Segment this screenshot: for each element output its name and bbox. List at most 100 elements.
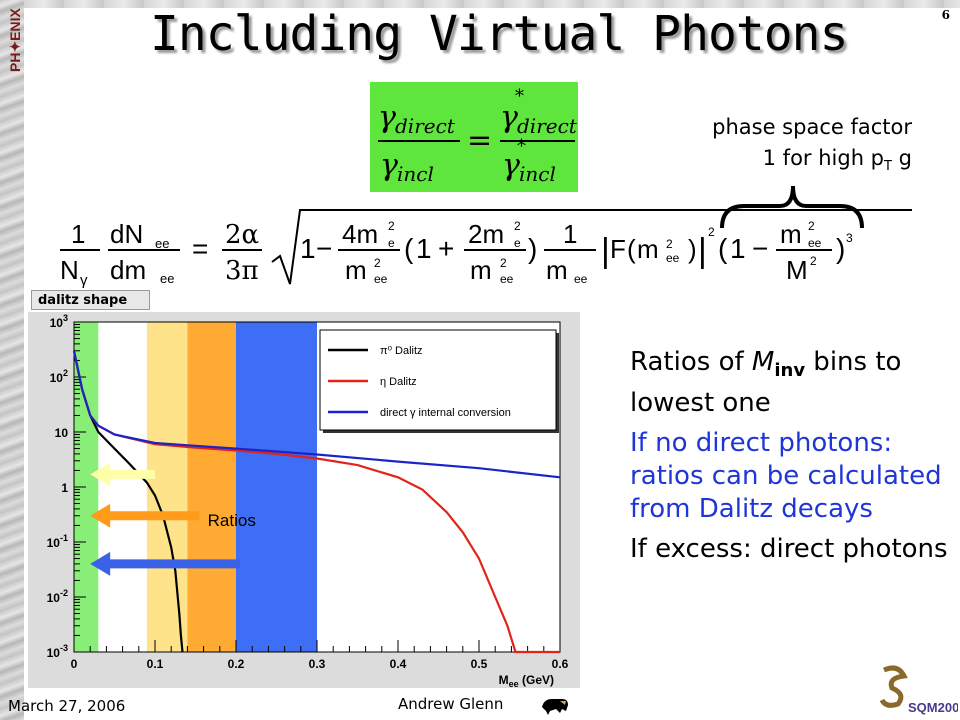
x-axis-label: Mee (GeV): [499, 673, 554, 688]
svg-text:2α: 2α: [225, 220, 259, 250]
series-line-2: [72, 350, 561, 479]
legend-label-1: η Dalitz: [380, 376, 417, 388]
rhs-denominator-sub: incl: [519, 162, 556, 186]
ratio-arrow-head-0: [90, 462, 111, 487]
x-tick-label-5: 0.5: [471, 657, 488, 671]
lhs-numerator: γ: [378, 100, 396, 135]
rhs-denominator-star: *: [517, 136, 526, 157]
footer-date: March 27, 2006: [8, 697, 126, 715]
phase-space-note: phase space factor 1 for high pT g: [600, 112, 912, 182]
svg-text:3: 3: [846, 231, 853, 245]
legend-label-2: direct γ internal conversion: [380, 407, 511, 419]
x-tick-label-4: 0.4: [390, 657, 407, 671]
rhs-numerator-star: *: [515, 86, 524, 107]
band-3: [236, 322, 317, 652]
svg-text:e: e: [514, 236, 521, 250]
rhs-numerator: γ: [500, 100, 518, 135]
svg-text:2: 2: [708, 225, 715, 239]
svg-text:m: m: [345, 255, 367, 285]
rhs-fraction: γ * direct γ * incl: [500, 86, 578, 186]
svg-text:4m: 4m: [342, 219, 378, 249]
svg-text:F: F: [610, 234, 626, 264]
svg-text:): ): [688, 234, 697, 264]
ratio-arrow-head-2: [90, 551, 111, 576]
bullet-ratios: Ratios of Minv bins to lowest one: [630, 347, 902, 419]
svg-text:N: N: [60, 255, 79, 285]
lhs-denominator: γ: [380, 148, 398, 183]
svg-text:dN: dN: [110, 219, 143, 249]
svg-text:=: =: [192, 233, 208, 264]
phase-space-line1: phase space factor: [712, 115, 912, 139]
dalitz-shape-label: dalitz shape: [31, 290, 150, 310]
svg-text:m: m: [637, 234, 659, 264]
marble-top-border: [24, 0, 960, 8]
phenix-logo-text: PH✦ENIX: [7, 7, 23, 72]
x-tick-label-3: 0.3: [309, 657, 326, 671]
svg-text:1: 1: [300, 233, 316, 264]
svg-text:+: +: [438, 233, 454, 264]
svg-text:γ: γ: [80, 272, 88, 289]
svg-text:(: (: [718, 233, 728, 264]
rhs-numerator-sub: direct: [517, 114, 578, 138]
x-tick-label-6: 0.6: [552, 657, 569, 671]
bullet-excess: If excess: direct photons: [630, 534, 948, 565]
svg-text:2m: 2m: [468, 219, 504, 249]
sqm-logo-text: SQM2006: [908, 700, 958, 715]
y-tick-label-2: 10: [55, 426, 69, 440]
footer-author: Andrew Glenn: [398, 695, 504, 713]
svg-text:2: 2: [514, 219, 521, 233]
svg-text:M: M: [786, 255, 808, 285]
legend-label-0: π⁰ Dalitz: [380, 345, 423, 357]
svg-text:−: −: [752, 233, 768, 264]
svg-text:2: 2: [666, 237, 673, 251]
svg-text:2: 2: [374, 256, 381, 270]
cu-buffalo-icon: [542, 699, 568, 715]
svg-text:−: −: [316, 233, 332, 264]
svg-text:2: 2: [388, 219, 395, 233]
svg-text:(: (: [404, 233, 414, 264]
x-tick-label-0: 0: [71, 657, 78, 671]
band-1: [146, 322, 188, 652]
bullet-no-direct: If no direct photons: ratios can be calc…: [630, 428, 942, 525]
slide-number: 6: [941, 8, 950, 22]
svg-text:): ): [528, 233, 537, 264]
svg-text:|: |: [698, 232, 707, 270]
svg-text:(: (: [627, 234, 636, 264]
svg-text:m: m: [780, 219, 802, 249]
bullet-list: Ratios of Minv bins to lowest one If no …: [630, 346, 950, 573]
lhs-fraction: γ direct γ incl: [378, 100, 460, 186]
lhs-denominator-sub: incl: [397, 162, 434, 186]
svg-text:m: m: [546, 255, 568, 285]
svg-text:1: 1: [730, 233, 746, 264]
svg-text:ee: ee: [808, 236, 822, 250]
y-tick-label-3: 1: [61, 481, 68, 495]
phase-space-line2: 1 for high pT g: [762, 146, 912, 175]
svg-text:|: |: [601, 232, 610, 270]
svg-text:ee: ee: [160, 271, 174, 286]
photon-ratio-equation: γ direct γ incl = γ * direct γ * incl: [370, 82, 578, 192]
svg-text:2: 2: [808, 219, 815, 233]
rhs-denominator: γ: [502, 148, 520, 183]
svg-text:e: e: [388, 236, 395, 250]
svg-text:ee: ee: [666, 251, 680, 265]
phenix-logo: PH✦ENIX: [7, 7, 23, 72]
svg-text:dm: dm: [110, 255, 146, 285]
equals-sign: =: [467, 123, 492, 158]
svg-text:1: 1: [416, 233, 432, 264]
x-tick-label-1: 0.1: [147, 657, 164, 671]
svg-text:1: 1: [563, 219, 577, 249]
ratio-arrow-head-1: [90, 503, 111, 528]
curly-brace: [720, 185, 864, 229]
lhs-numerator-sub: direct: [395, 114, 456, 138]
svg-text:ee: ee: [374, 272, 388, 286]
svg-text:1: 1: [71, 219, 85, 249]
svg-text:ee: ee: [155, 236, 169, 251]
svg-text:): ): [836, 233, 845, 264]
svg-text:2: 2: [810, 254, 817, 268]
band-2: [187, 322, 236, 652]
kroll-wada-formula: 1 N γ dN ee dm ee = 2α 3π 1 − 4m 2 e m 2…: [60, 185, 912, 289]
svg-text:ee: ee: [500, 272, 514, 286]
marble-side-border: [0, 0, 24, 720]
x-tick-label-2: 0.2: [228, 657, 245, 671]
